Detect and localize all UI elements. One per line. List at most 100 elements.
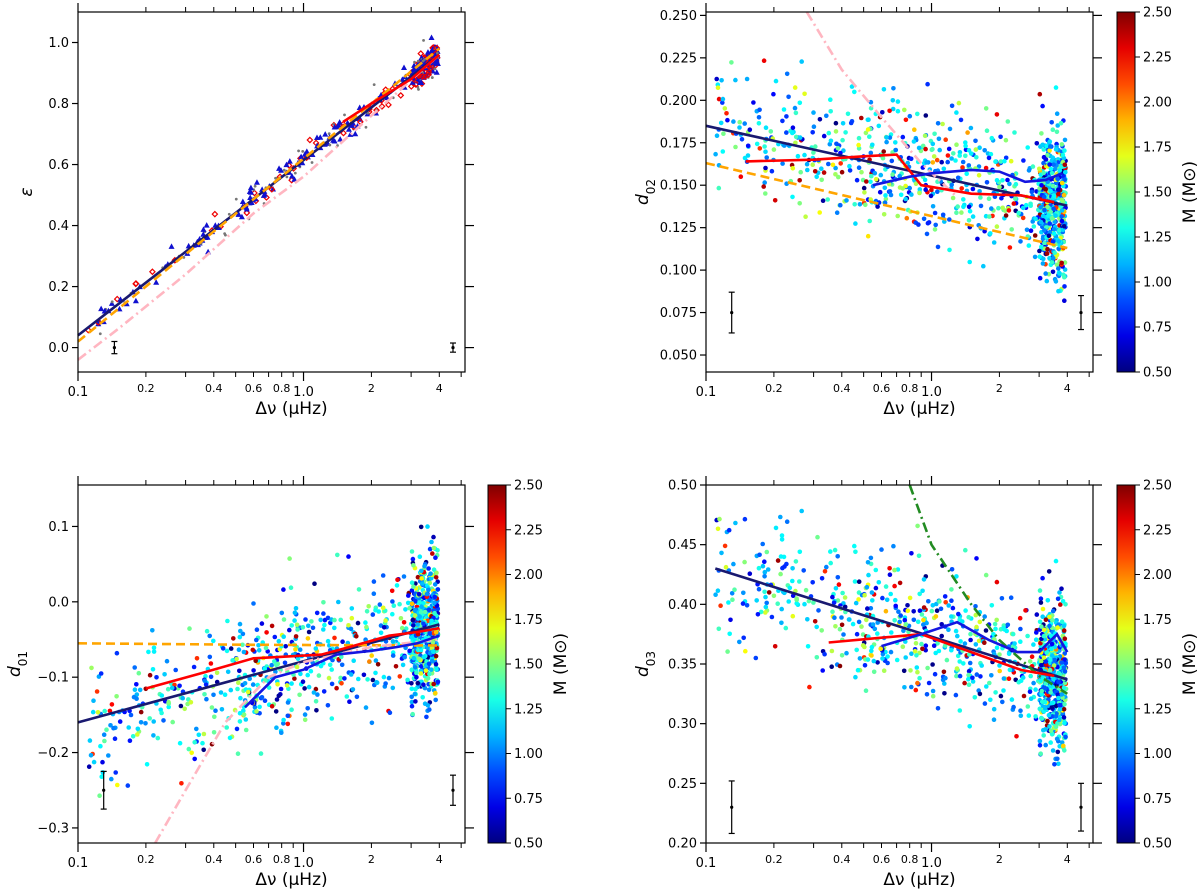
data-point xyxy=(763,610,768,615)
data-point xyxy=(401,620,407,625)
x-tick-label-minor: 0.4 xyxy=(205,853,223,866)
data-point xyxy=(828,97,833,102)
data-point xyxy=(1059,180,1065,186)
data-point xyxy=(988,697,993,703)
data-point xyxy=(887,189,893,194)
data-point xyxy=(132,665,137,670)
data-point xyxy=(904,215,910,221)
data-point xyxy=(1051,676,1056,682)
data-point xyxy=(878,172,884,178)
data-point xyxy=(1007,667,1013,673)
data-point xyxy=(895,567,901,572)
data-point xyxy=(420,581,425,586)
data-point xyxy=(1062,636,1068,641)
data-point xyxy=(283,161,290,168)
y-tick-label: 0.2 xyxy=(48,280,69,295)
data-point xyxy=(265,649,271,654)
data-point xyxy=(970,186,976,192)
data-point xyxy=(802,601,807,607)
y-tick-label: 0.45 xyxy=(668,538,697,553)
x-tick-label-minor: 0.8 xyxy=(273,382,291,395)
data-point xyxy=(994,224,1000,229)
data-point xyxy=(417,554,423,559)
data-point xyxy=(298,671,303,677)
data-point xyxy=(1040,142,1045,148)
data-point xyxy=(773,525,779,531)
data-point xyxy=(820,668,825,673)
data-point xyxy=(741,635,746,641)
data-point xyxy=(1057,707,1063,712)
data-point xyxy=(994,178,1000,183)
data-point xyxy=(91,698,96,703)
data-point xyxy=(968,151,974,156)
data-point xyxy=(1062,260,1068,265)
data-point xyxy=(1017,615,1023,621)
data-point xyxy=(960,619,965,624)
data-point xyxy=(318,617,324,623)
data-point xyxy=(1052,762,1057,767)
data-point xyxy=(892,583,897,589)
y-tick-label: 0.250 xyxy=(660,9,697,24)
plot-frame xyxy=(77,484,466,844)
data-point xyxy=(413,686,418,692)
data-point xyxy=(974,624,979,630)
x-tick-label-minor: 0.4 xyxy=(833,853,851,866)
x-tick-label: 1.0 xyxy=(921,856,942,871)
data-point xyxy=(1020,215,1026,221)
y-tick-label: 0.125 xyxy=(660,221,697,236)
data-point xyxy=(716,96,722,102)
data-point xyxy=(410,67,417,73)
data-point xyxy=(935,244,941,250)
data-point xyxy=(1027,689,1033,694)
data-point xyxy=(986,196,992,201)
data-point xyxy=(434,570,439,576)
data-point xyxy=(933,650,938,656)
data-point xyxy=(417,79,424,86)
data-point xyxy=(731,119,736,124)
data-point xyxy=(737,119,742,125)
data-point xyxy=(397,91,405,99)
colorbar-gradient xyxy=(487,484,507,844)
data-point xyxy=(717,516,722,522)
data-point xyxy=(999,196,1004,201)
data-point xyxy=(946,627,951,632)
data-point xyxy=(411,584,416,589)
data-point xyxy=(354,694,360,700)
data-point xyxy=(856,142,861,148)
data-point xyxy=(819,166,824,171)
data-point xyxy=(916,553,922,559)
data-point xyxy=(1048,740,1053,745)
data-point xyxy=(435,587,441,592)
data-point xyxy=(930,662,935,667)
data-point xyxy=(826,130,832,136)
data-point xyxy=(1046,712,1052,718)
data-point xyxy=(745,143,751,149)
data-point xyxy=(161,718,166,723)
data-point xyxy=(730,597,735,602)
data-point xyxy=(266,685,272,690)
data-point xyxy=(238,213,245,220)
data-point xyxy=(779,606,784,612)
data-point xyxy=(1051,162,1056,167)
x-tick-label-minor: 0.6 xyxy=(873,382,891,395)
series-line-4 xyxy=(872,168,1063,187)
data-point xyxy=(795,153,801,159)
data-point xyxy=(949,587,954,592)
data-point xyxy=(786,94,791,100)
data-point xyxy=(1043,617,1049,622)
data-point xyxy=(1057,227,1062,233)
data-point xyxy=(1048,690,1053,695)
data-point xyxy=(833,165,838,171)
data-point xyxy=(893,147,899,153)
data-point xyxy=(86,764,92,769)
data-point xyxy=(211,730,217,735)
data-point xyxy=(95,710,101,715)
data-point xyxy=(1057,744,1062,749)
data-point xyxy=(900,186,906,191)
data-point xyxy=(335,552,340,558)
data-point xyxy=(819,177,824,183)
data-point xyxy=(790,613,796,619)
data-point xyxy=(715,526,721,532)
data-point xyxy=(1038,751,1043,756)
data-point xyxy=(725,649,730,654)
